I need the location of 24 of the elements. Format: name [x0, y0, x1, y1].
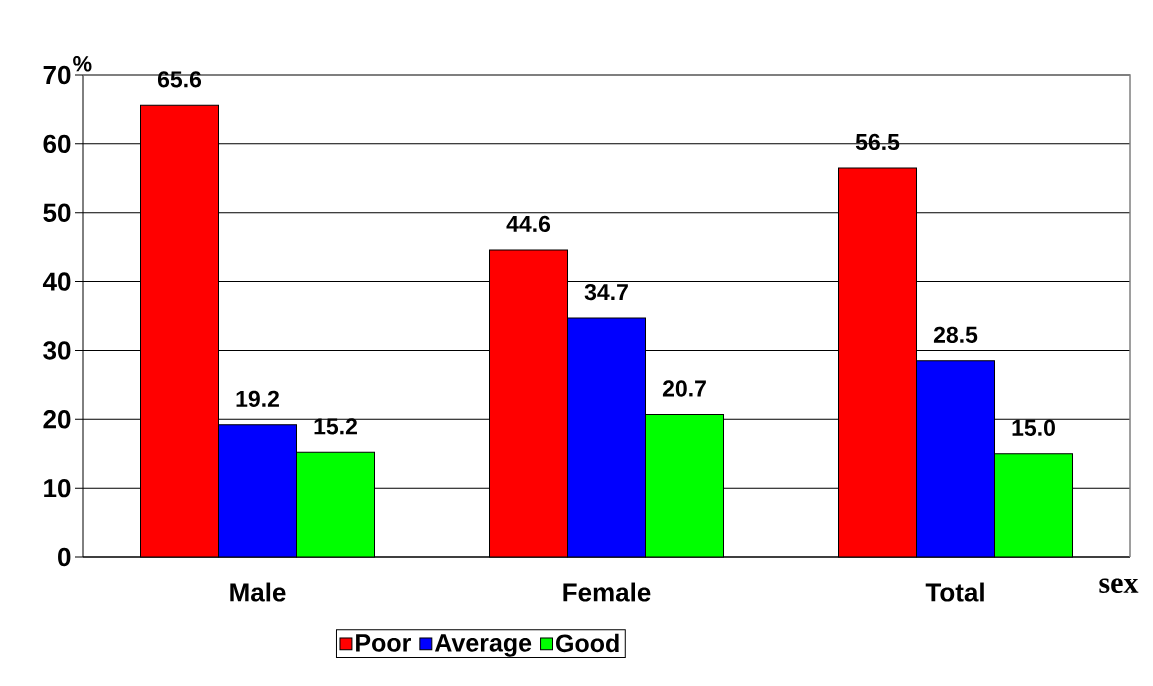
- data-label: 65.6: [157, 71, 202, 88]
- legend-label: Good: [556, 633, 619, 653]
- y-tick-label: 30: [43, 341, 71, 360]
- y-tick-label: 70: [43, 65, 71, 85]
- legend-label: Average: [434, 634, 532, 657]
- data-label: 28.5: [933, 326, 978, 343]
- x-tick-label: Male: [230, 582, 286, 602]
- y-tick-label: 40: [42, 272, 71, 291]
- y-tick-label: 50: [43, 203, 71, 222]
- y-tick-label: 20: [43, 410, 71, 429]
- y-tick-label: 10: [44, 478, 71, 498]
- y-axis-title: %: [73, 55, 92, 72]
- data-label: 34.7: [584, 283, 628, 301]
- y-tick-label: 0: [58, 547, 71, 567]
- x-axis-title: sex: [1099, 578, 1139, 593]
- x-tick-label: Total: [925, 582, 984, 602]
- data-label: 19.2: [236, 390, 279, 407]
- x-tick-label: Female: [563, 582, 651, 602]
- data-label: 20.7: [662, 380, 706, 397]
- data-label: 44.6: [506, 215, 551, 233]
- y-tick-label: 60: [43, 134, 71, 154]
- legend-label: Poor: [356, 634, 411, 652]
- data-label: 15.2: [314, 418, 357, 435]
- data-label: 15.0: [1012, 419, 1055, 436]
